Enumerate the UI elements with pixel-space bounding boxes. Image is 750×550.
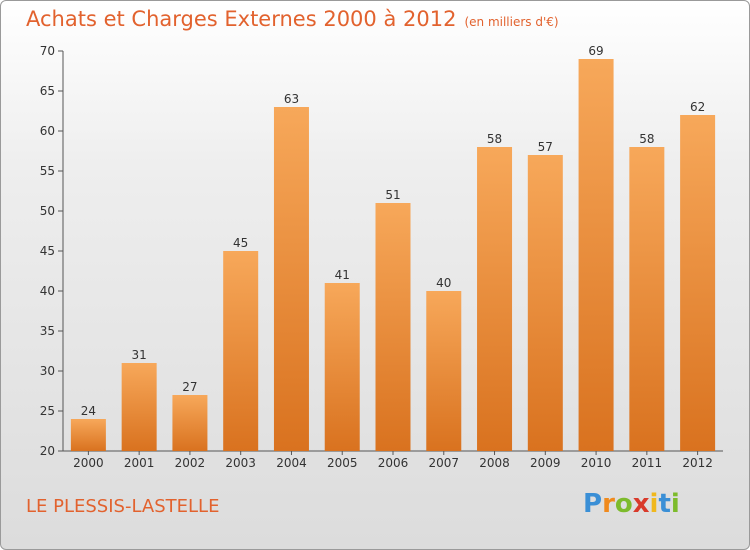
data-label: 27 (182, 380, 197, 394)
bars (70, 59, 716, 451)
y-tick-label: 65 (40, 84, 55, 98)
chart-title: Achats et Charges Externes 2000 à 2012 (e… (26, 7, 559, 31)
axes: 20 25 30 35 40 45 50 55 60 65 70 2000 2001 2002 2003 20… (40, 44, 723, 470)
data-label: 45 (233, 236, 248, 250)
logo-letter: i (670, 489, 680, 519)
logo-letter: o (614, 489, 633, 519)
bar (172, 395, 208, 451)
x-tick-label: 2002 (175, 456, 206, 470)
y-tick-label: 25 (40, 404, 55, 418)
y-tick-label: 30 (40, 364, 55, 378)
x-tick-label: 2012 (682, 456, 713, 470)
chart-unit-note: (en milliers d'€) (464, 15, 559, 29)
logo-letter: x (632, 489, 650, 519)
chart-title-text: Achats et Charges Externes 2000 à 2012 (26, 7, 457, 31)
bar (273, 107, 309, 451)
bar (223, 251, 259, 451)
bar (629, 147, 665, 451)
data-label: 58 (639, 132, 654, 146)
data-label: 51 (385, 188, 400, 202)
data-label: 58 (487, 132, 502, 146)
bar (70, 419, 106, 451)
bar (121, 363, 157, 451)
y-tick-label: 35 (40, 324, 55, 338)
data-label: 40 (436, 276, 451, 290)
proxiti-logo: Proxiti (583, 489, 680, 519)
y-tick-label: 20 (40, 444, 55, 458)
y-tick-label: 70 (40, 44, 55, 58)
logo-letter: i (649, 489, 659, 519)
bar (324, 283, 360, 451)
x-tick-label: 2007 (428, 456, 459, 470)
bar (578, 59, 614, 451)
y-tick-label: 40 (40, 284, 55, 298)
data-label: 57 (538, 140, 553, 154)
y-tick-label: 50 (40, 204, 55, 218)
logo-letter: r (602, 489, 615, 519)
data-label: 69 (588, 44, 603, 58)
logo-letter: P (583, 489, 603, 519)
data-label: 31 (132, 348, 147, 362)
x-tick-label: 2010 (581, 456, 612, 470)
data-label: 41 (335, 268, 350, 282)
x-tick-label: 2001 (124, 456, 155, 470)
x-tick-label: 2009 (530, 456, 561, 470)
x-tick-label: 2008 (479, 456, 510, 470)
y-tick-label: 45 (40, 244, 55, 258)
data-labels: 24 31 27 45 63 41 51 40 58 57 69 58 62 (81, 44, 706, 418)
bar (375, 203, 411, 451)
data-label: 63 (284, 92, 299, 106)
x-tick-label: 2006 (378, 456, 409, 470)
place-name: LE PLESSIS-LASTELLE (26, 496, 220, 517)
x-tick-label: 2011 (632, 456, 663, 470)
x-tick-label: 2004 (276, 456, 307, 470)
data-label: 62 (690, 100, 705, 114)
bar (477, 147, 513, 451)
logo-letter: t (658, 489, 671, 519)
x-tick-label: 2000 (73, 456, 104, 470)
y-tick-label: 60 (40, 124, 55, 138)
bar (527, 155, 563, 451)
data-label: 24 (81, 404, 96, 418)
x-tick-label: 2003 (225, 456, 256, 470)
x-tick-label: 2005 (327, 456, 358, 470)
bar (426, 291, 462, 451)
bar (680, 115, 716, 451)
y-tick-label: 55 (40, 164, 55, 178)
